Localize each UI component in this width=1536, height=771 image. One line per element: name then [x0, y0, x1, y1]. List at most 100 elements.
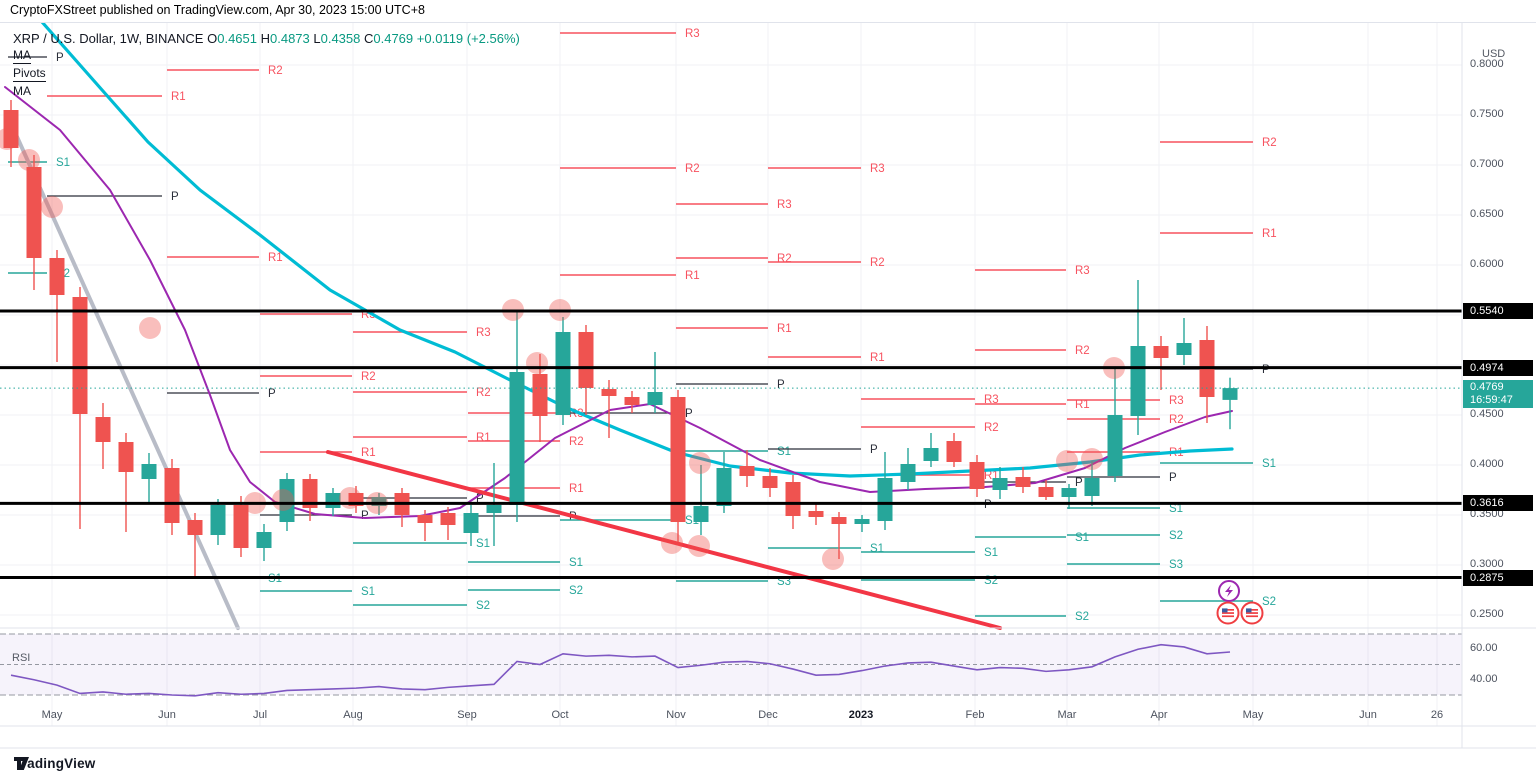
pivot-label-S2: S2	[569, 585, 583, 597]
chart-legend[interactable]: XRP / U.S. Dollar, 1W, BINANCE O0.4651 H…	[13, 31, 520, 98]
candle-body	[141, 464, 157, 479]
price-tick[interactable]: 0.7000	[1470, 158, 1504, 170]
pivot-label-R3: R3	[1075, 265, 1090, 277]
ma-cyan-line	[40, 22, 1234, 478]
price-tick[interactable]: 0.8000	[1470, 58, 1504, 70]
price-level-badge: 0.4974	[1463, 359, 1533, 376]
time-tick-Mar[interactable]: Mar	[1057, 709, 1077, 721]
pivot-marker-circle	[1056, 450, 1078, 472]
candle-body	[1084, 478, 1100, 496]
time-tick-Oct[interactable]: Oct	[551, 709, 569, 721]
pivot-label-R3: R3	[685, 28, 700, 40]
indicator-row-ma2[interactable]: MA	[13, 84, 31, 98]
time-tick-May[interactable]: May	[1242, 709, 1264, 721]
flag-canton	[1246, 608, 1252, 613]
price-level-badge: 0.3616	[1463, 495, 1533, 512]
candle-body	[923, 448, 939, 461]
price-tick[interactable]: 0.2500	[1470, 608, 1504, 620]
rsi-tick[interactable]: 40.00	[1470, 672, 1498, 685]
pivot-label-S1: S1	[984, 547, 998, 559]
candle-body	[785, 482, 801, 516]
candle-body	[371, 497, 387, 506]
rsi-tick[interactable]: 60.00	[1470, 642, 1498, 655]
pivot-marker-circle	[18, 149, 40, 171]
candle-body	[762, 476, 778, 488]
pivot-label-R1: R1	[685, 270, 700, 282]
candle-body	[325, 493, 341, 508]
price-tick[interactable]: 0.6500	[1470, 208, 1504, 220]
pivot-label-R2: R2	[476, 387, 491, 399]
candle-body	[624, 397, 640, 405]
pivot-label-R2: R2	[870, 257, 885, 269]
candle-body	[279, 479, 295, 522]
publish-bar: CryptoFXStreet published on TradingView.…	[0, 0, 1536, 22]
chart-canvas[interactable]: P S1 S2 R1 P R2 R1 P S1 R3 R2 R1 P S1 R3 R2 R1 P S1 S2 R3 R2 R…	[0, 22, 1536, 758]
price-axis-currency: USD	[1482, 48, 1506, 60]
pivot-label-S1: S1	[361, 586, 375, 598]
price-tick[interactable]: 0.4000	[1470, 458, 1504, 470]
chart-frame[interactable]: P S1 S2 R1 P R2 R1 P S1 R3 R2 R1 P S1 R3 R2 R1 P S1 S2 R3 R2 R…	[0, 22, 1536, 758]
time-tick-Jun[interactable]: Jun	[1359, 709, 1377, 721]
candle-body	[1038, 487, 1054, 497]
pivot-label-S1: S1	[1169, 503, 1183, 515]
time-tick-26[interactable]: 26	[1430, 709, 1444, 721]
pivot-label-P: P	[1075, 477, 1083, 489]
pivot-label-S1: S1	[777, 446, 791, 458]
price-tick[interactable]: 0.7500	[1470, 108, 1504, 120]
tradingview-logo[interactable]: TradingView	[14, 756, 95, 771]
price-tick[interactable]: 0.4500	[1470, 408, 1504, 420]
pivot-label-R1: R1	[268, 252, 283, 264]
candle-body	[900, 464, 916, 482]
time-tick-Aug[interactable]: Aug	[343, 709, 363, 721]
candle-body	[233, 505, 249, 548]
ohlc-item: C0.4769	[360, 31, 414, 46]
pivot-marker-circle	[688, 535, 710, 557]
price-tick[interactable]: 0.3000	[1470, 558, 1504, 570]
candle-body	[739, 466, 755, 476]
candle-body	[992, 478, 1008, 490]
indicator-row-pivots[interactable]: Pivots	[13, 66, 46, 82]
pivot-label-P: P	[56, 52, 64, 64]
candle-body	[1015, 477, 1031, 487]
price-tick[interactable]: 0.6000	[1470, 258, 1504, 270]
time-tick-Feb[interactable]: Feb	[965, 709, 985, 721]
candle-body	[1153, 346, 1169, 358]
time-tick-Sep[interactable]: Sep	[457, 709, 477, 721]
candle-body	[946, 441, 962, 462]
candle-body	[1107, 415, 1123, 476]
candle-body	[808, 511, 824, 517]
candle-body	[463, 513, 479, 533]
time-tick-2023[interactable]: 2023	[848, 709, 874, 721]
candle-body	[486, 505, 502, 513]
pivot-marker-circle	[0, 128, 18, 150]
publish-text: CryptoFXStreet published on TradingView.…	[10, 3, 425, 17]
candle-body	[49, 258, 65, 295]
time-tick-May[interactable]: May	[41, 709, 63, 721]
rsi-indicator-label[interactable]: RSI	[12, 652, 31, 664]
candle-body	[72, 297, 88, 414]
time-tick-Jul[interactable]: Jul	[252, 709, 268, 721]
symbol-title[interactable]: XRP / U.S. Dollar, 1W, BINANCE O0.4651 H…	[13, 31, 520, 46]
pivot-marker-circle	[822, 548, 844, 570]
candle-body	[440, 513, 456, 525]
pivot-marker-circle	[139, 317, 161, 339]
ohlc-item: H0.4873	[257, 31, 310, 46]
pivot-marker-circle	[339, 487, 361, 509]
candle-body	[164, 468, 180, 523]
red-trendline	[326, 450, 1002, 630]
flag-stripe	[1246, 612, 1258, 614]
time-tick-Dec[interactable]: Dec	[758, 709, 778, 721]
candle-body	[509, 372, 525, 505]
pivot-marker-circle	[689, 452, 711, 474]
ohlc-values: O0.4651 H0.4873 L0.4358 C0.4769	[207, 31, 413, 46]
pivot-label-R2: R2	[268, 65, 283, 77]
time-tick-Apr[interactable]: Apr	[1150, 709, 1168, 721]
candle-body	[210, 505, 226, 535]
candle-body	[647, 392, 663, 405]
candle-body	[1061, 488, 1077, 497]
time-tick-Jun[interactable]: Jun	[158, 709, 176, 721]
indicator-row-ma1[interactable]: MA	[13, 48, 31, 64]
time-tick-Nov[interactable]: Nov	[666, 709, 686, 721]
pivot-label-R2: R2	[984, 422, 999, 434]
ma-purple-line	[4, 86, 1233, 519]
